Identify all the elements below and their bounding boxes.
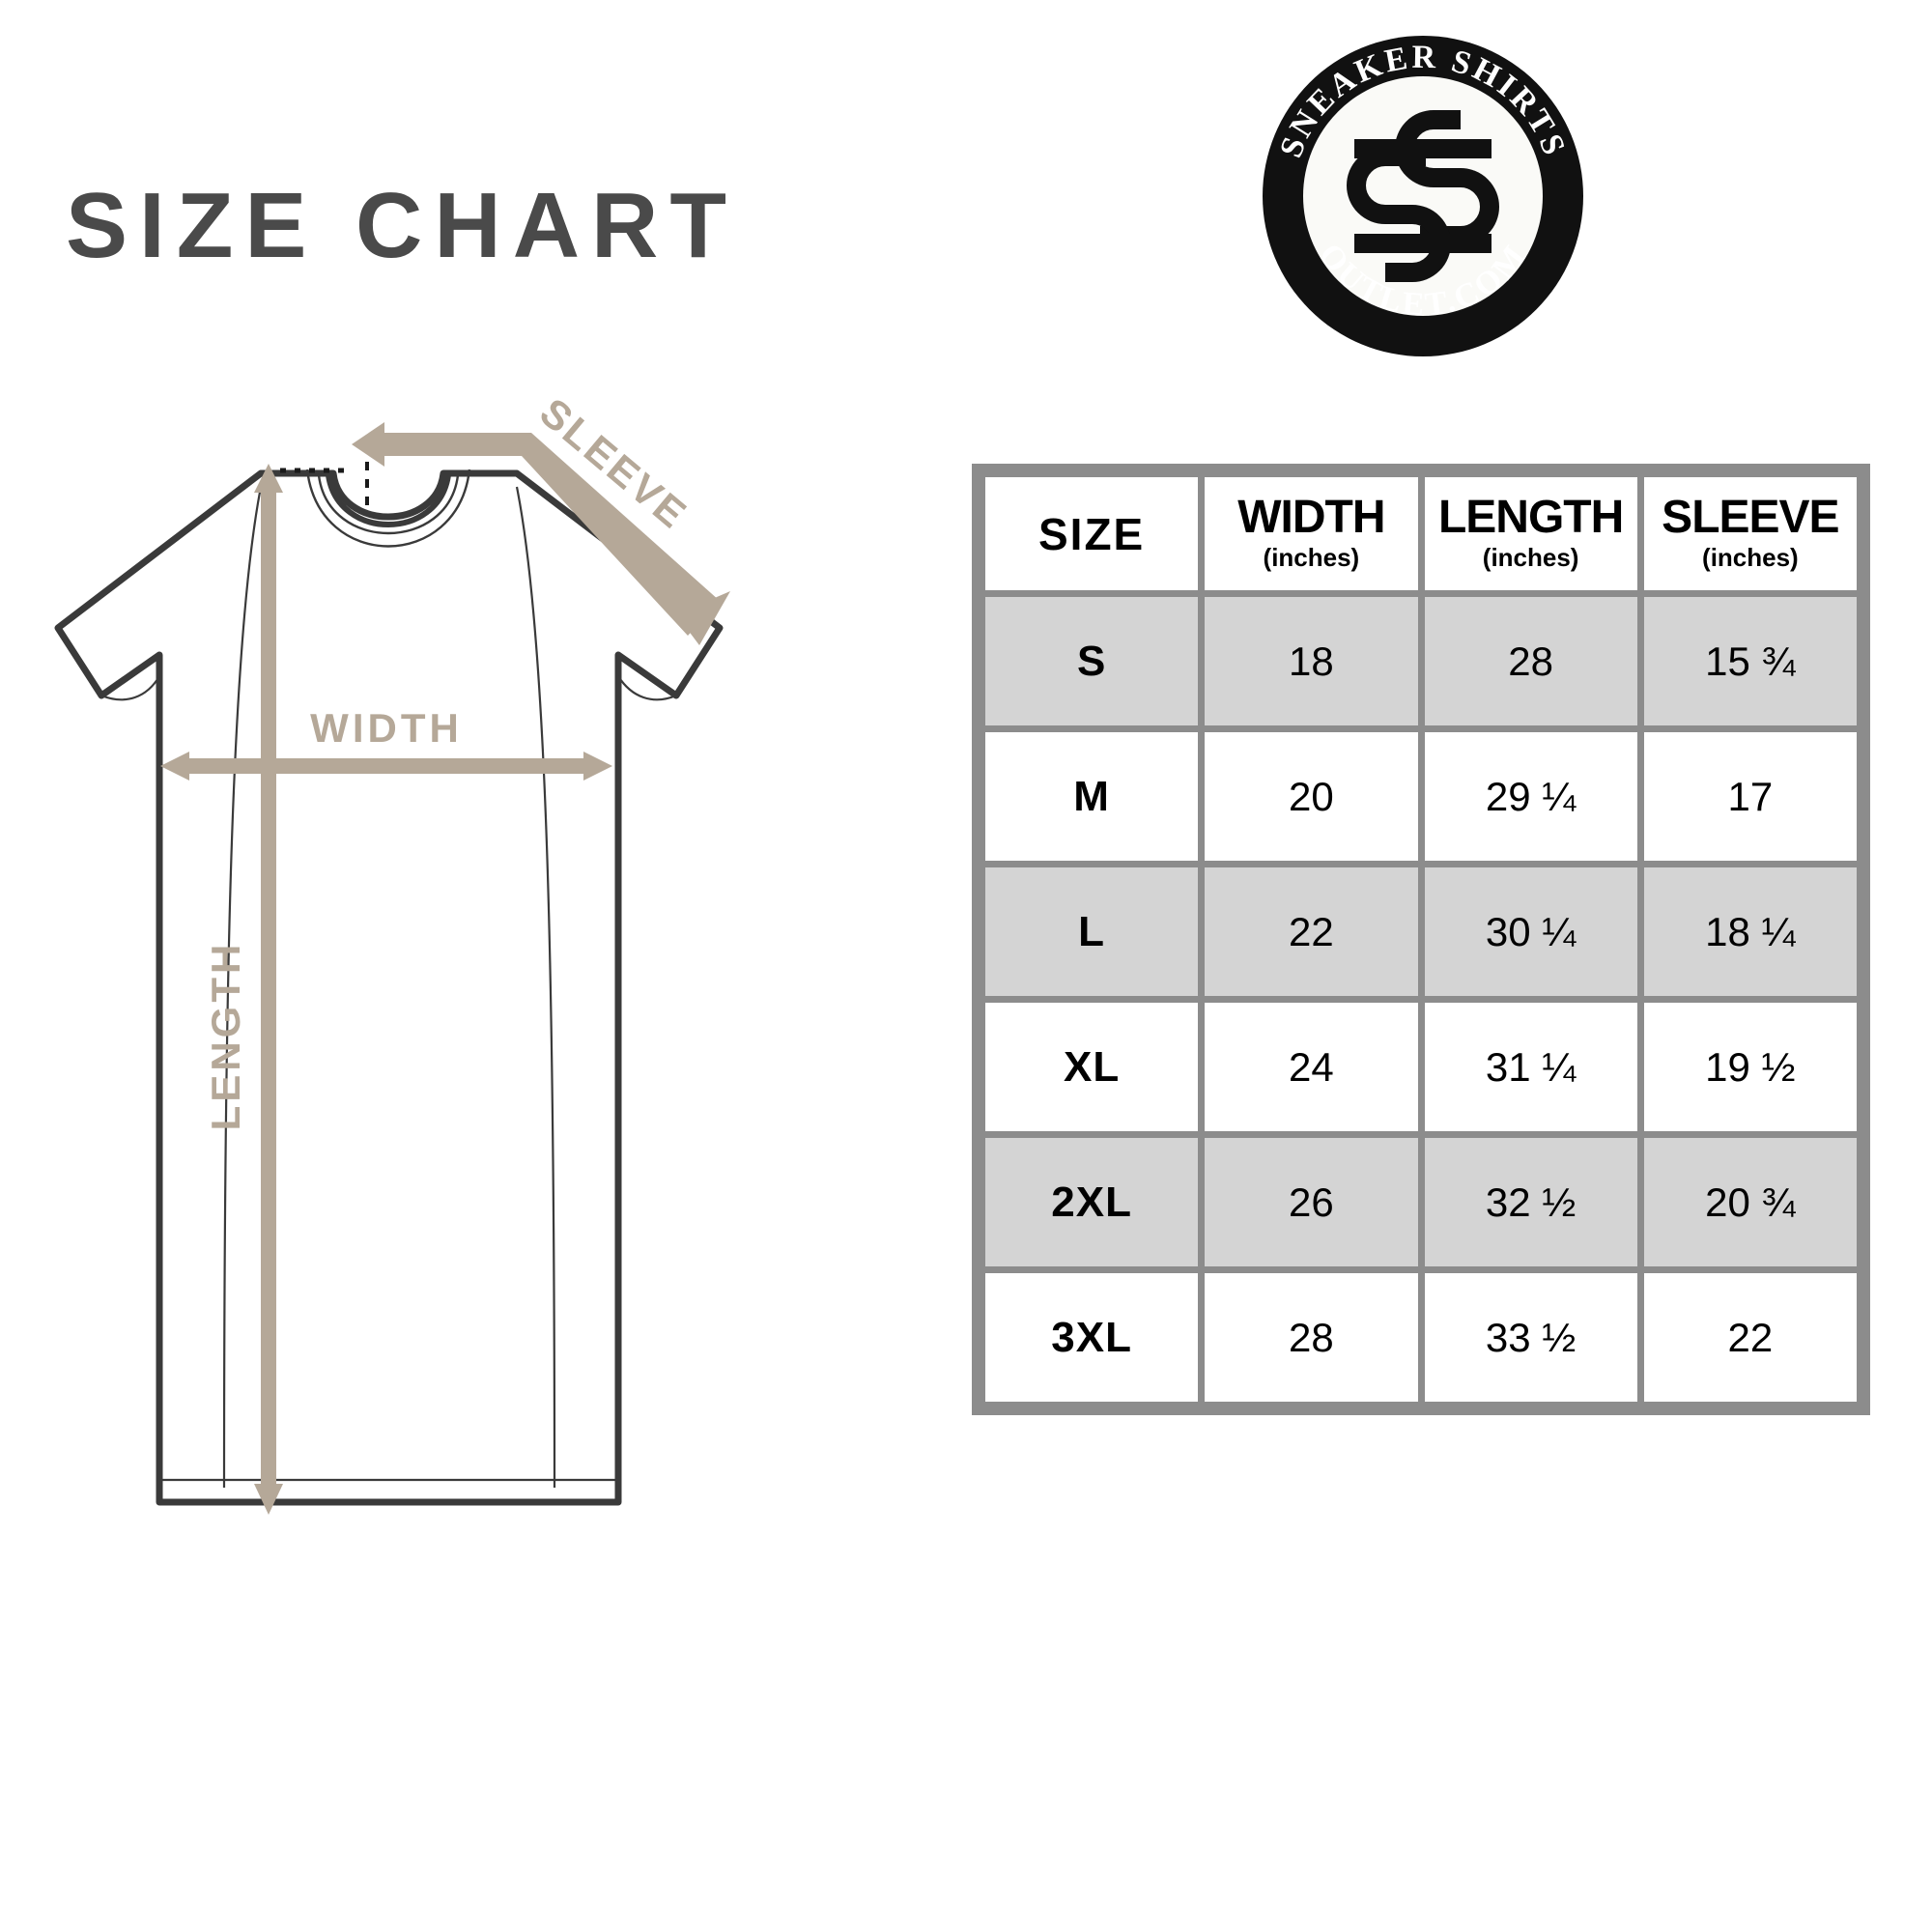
table-row: L 22 30 ¼ 18 ¼ [985,867,1857,996]
page-title: SIZE CHART [66,174,738,277]
cell-width: 26 [1205,1138,1418,1266]
cell-length: 28 [1424,597,1637,725]
col-header-size: SIZE [985,477,1199,590]
cell-sleeve: 17 [1643,732,1857,861]
cell-sleeve: 22 [1643,1273,1857,1402]
cell-size: M [985,732,1199,861]
cell-size: S [985,597,1199,725]
cell-size: 2XL [985,1138,1199,1266]
length-arrow [254,464,283,1515]
collar-rib [326,474,451,527]
col-header-length-unit: (inches) [1482,542,1579,572]
collar-lines [305,469,471,548]
col-header-size-label: SIZE [1038,508,1146,559]
cell-length: 29 ¼ [1424,732,1637,861]
cell-length: 31 ¼ [1424,1003,1637,1131]
size-table-wrapper: SIZE WIDTH (inches) LENGTH (inches) SLEE… [972,464,1870,1415]
cell-length: 33 ½ [1424,1273,1637,1402]
cell-sleeve: 20 ¾ [1643,1138,1857,1266]
width-label: WIDTH [310,705,463,751]
cell-width: 24 [1205,1003,1418,1131]
col-header-sleeve-label: SLEEVE [1662,491,1839,543]
cell-sleeve: 15 ¾ [1643,597,1857,725]
cell-length: 32 ½ [1424,1138,1637,1266]
cell-sleeve: 18 ¼ [1643,867,1857,996]
col-header-width: WIDTH (inches) [1205,477,1418,590]
cell-sleeve: 19 ½ [1643,1003,1857,1131]
table-header-row: SIZE WIDTH (inches) LENGTH (inches) SLEE… [985,477,1857,590]
col-header-width-label: WIDTH [1237,491,1385,543]
table-row: S 18 28 15 ¾ [985,597,1857,725]
cell-width: 20 [1205,732,1418,861]
cell-size: 3XL [985,1273,1199,1402]
table-row: 3XL 28 33 ½ 22 [985,1273,1857,1402]
col-header-length: LENGTH (inches) [1424,477,1637,590]
cell-width: 18 [1205,597,1418,725]
col-header-sleeve: SLEEVE (inches) [1643,477,1857,590]
logo-monogram [1347,110,1499,282]
size-table: SIZE WIDTH (inches) LENGTH (inches) SLEE… [979,470,1863,1408]
table-row: 2XL 26 32 ½ 20 ¾ [985,1138,1857,1266]
tshirt-diagram: SLEEVE WIDTH LENGTH [0,386,802,1594]
width-arrow [160,752,612,781]
cell-length: 30 ¼ [1424,867,1637,996]
cell-width: 22 [1205,867,1418,996]
cell-width: 28 [1205,1273,1418,1402]
cell-size: XL [985,1003,1199,1131]
tshirt-outline [54,469,724,1506]
table-row: XL 24 31 ¼ 19 ½ [985,1003,1857,1131]
sneaker-shirts-outlet-logo[interactable]: SNEAKER SHIRTS OUTLET.COM [1254,27,1592,365]
col-header-length-label: LENGTH [1437,491,1624,543]
cell-size: L [985,867,1199,996]
sleeve-arrow [352,422,730,645]
table-row: M 20 29 ¼ 17 [985,732,1857,861]
col-header-width-unit: (inches) [1263,542,1360,572]
length-label: LENGTH [203,941,248,1131]
col-header-sleeve-unit: (inches) [1702,542,1799,572]
seam-lines [100,486,677,1489]
